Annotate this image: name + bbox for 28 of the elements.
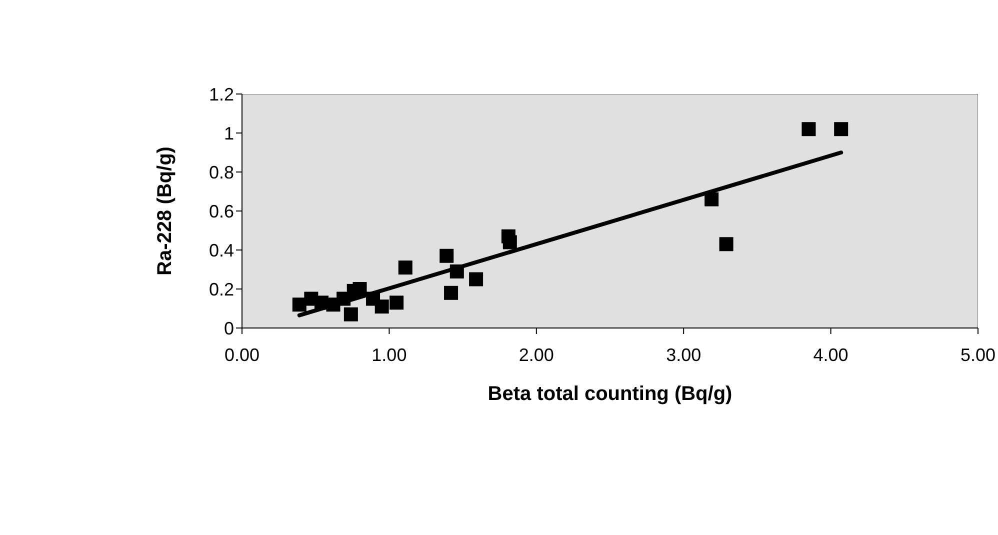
x-axis-title: Beta total counting (Bq/g) [488,383,732,405]
y-tick-label: 1.2 [208,84,234,104]
y-axis-title: Ra-228 (Bq/g) [154,146,176,276]
point [469,272,484,286]
x-tick-label: 0.00 [224,344,260,365]
point [704,192,719,206]
point [390,296,404,310]
point [344,307,358,322]
point [802,122,816,136]
point [398,260,412,275]
point [719,237,734,252]
point [834,122,848,136]
y-tick-label: 0.8 [208,162,234,182]
x-tick-label: 1.00 [372,344,407,365]
point [444,286,458,300]
y-tick-label: 0.4 [208,240,234,260]
y-tick-label: 0 [224,318,234,338]
x-tick-label: 3.00 [666,344,702,365]
y-tick-label: 0.2 [208,279,234,300]
point [502,235,517,250]
point [450,264,464,278]
y-tick-label: 1 [224,123,234,144]
y-tick-label: 0.6 [208,201,234,222]
x-tick-label: 4.00 [813,344,848,365]
point [440,248,454,263]
x-tick-label: 5.00 [960,344,996,365]
x-tick-label: 2.00 [518,344,554,365]
point [374,300,389,314]
